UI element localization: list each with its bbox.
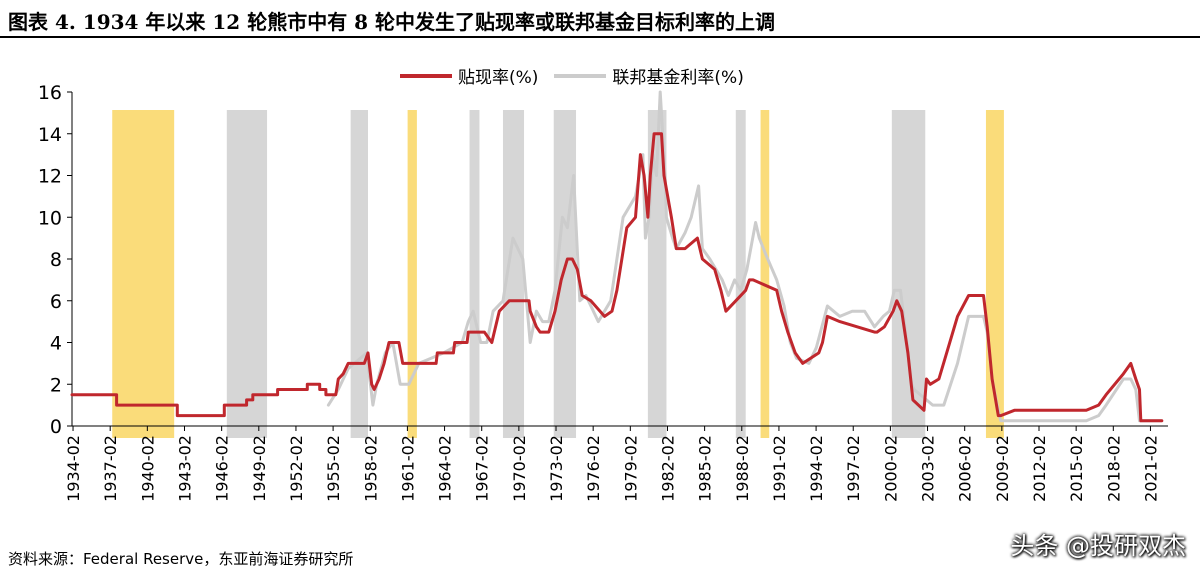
y-tick-label: 2 <box>50 374 62 396</box>
x-tick-label: 2006-02 <box>956 435 975 502</box>
x-tick-label: 1949-02 <box>250 435 269 502</box>
x-tick-label: 1976-02 <box>584 435 603 502</box>
legend: 贴现率(%) 联邦基金利率(%) <box>400 63 760 88</box>
x-tick-label: 1943-02 <box>175 435 194 502</box>
y-tick-label: 16 <box>38 82 62 104</box>
x-tick-label: 1985-02 <box>696 435 715 502</box>
x-tick-label: 2000-02 <box>881 435 900 502</box>
y-tick-label: 14 <box>38 124 62 146</box>
shaded-band <box>760 110 770 438</box>
bands-layer <box>112 110 1004 438</box>
legend-item-discount-rate: 贴现率(%) <box>400 63 538 88</box>
series-layer <box>70 90 1164 423</box>
x-tick-label: 1994-02 <box>807 435 826 502</box>
x-tick-label: 2021-02 <box>1141 435 1160 502</box>
x-tick-label: 1982-02 <box>658 435 677 502</box>
legend-swatch-fed-funds-rate <box>554 73 607 78</box>
y-tick-label: 10 <box>38 207 62 229</box>
shaded-band <box>407 110 417 438</box>
shaded-band <box>112 110 175 438</box>
x-tick-label: 1961-02 <box>398 435 417 502</box>
series-line-discount-rate <box>70 132 1164 423</box>
x-tick-label: 1997-02 <box>844 435 863 502</box>
figure-title: 图表 4. 1934 年以来 12 轮熊市中有 8 轮中发生了贴现率或联邦基金目… <box>8 10 776 34</box>
shaded-band <box>226 110 268 438</box>
shaded-band <box>469 110 480 438</box>
axes-layer: 0 2 4 6 8 10 12 14 16 1934-02 1937-02 1940-02 1943-0… <box>38 82 1168 502</box>
y-tick-label: 12 <box>38 166 62 188</box>
y-tick-label: 8 <box>50 249 62 271</box>
x-tick-label: 1958-02 <box>361 435 380 502</box>
x-tick-label: 1988-02 <box>733 435 752 502</box>
x-tick-label: 1940-02 <box>138 435 157 502</box>
x-tick-label: 1964-02 <box>436 435 455 502</box>
legend-label-fed-funds-rate: 联邦基金利率(%) <box>612 68 744 88</box>
x-tick-label: 1967-02 <box>473 435 492 502</box>
x-tick-label: 1946-02 <box>213 435 232 502</box>
x-tick-label: 1937-02 <box>101 435 120 502</box>
series-line-fed-funds-rate <box>326 90 1164 423</box>
x-tick-label: 2015-02 <box>1067 435 1086 502</box>
x-tick-label: 1952-02 <box>287 435 306 502</box>
x-tick-label: 1970-02 <box>510 435 529 502</box>
shaded-band <box>502 110 525 438</box>
source-note: 资料来源：Federal Reserve，东亚前海证券研究所 <box>8 550 354 568</box>
shaded-band <box>891 110 926 438</box>
x-tick-label: 1991-02 <box>770 435 789 502</box>
x-tick-label: 2012-02 <box>1030 435 1049 502</box>
x-tick-label: 1979-02 <box>621 435 640 502</box>
x-tick-label: 1955-02 <box>324 435 343 502</box>
legend-swatch-discount-rate <box>400 73 452 78</box>
watermark: 头条 @投研双杰 <box>1010 532 1186 560</box>
legend-item-fed-funds-rate: 联邦基金利率(%) <box>554 63 744 88</box>
y-tick-label: 4 <box>50 333 62 355</box>
shaded-band <box>350 110 368 438</box>
title-rule <box>0 36 1200 38</box>
x-tick-label: 1934-02 <box>64 435 83 502</box>
x-tick-label: 2018-02 <box>1104 435 1123 502</box>
shaded-band <box>647 110 667 438</box>
shaded-band <box>735 110 746 438</box>
y-tick-label: 0 <box>50 416 62 438</box>
x-tick-label: 1973-02 <box>547 435 566 502</box>
y-tick-label: 6 <box>50 291 62 313</box>
x-tick-label: 2009-02 <box>993 435 1012 502</box>
x-tick-label: 2003-02 <box>919 435 938 502</box>
legend-label-discount-rate: 贴现率(%) <box>458 68 539 88</box>
